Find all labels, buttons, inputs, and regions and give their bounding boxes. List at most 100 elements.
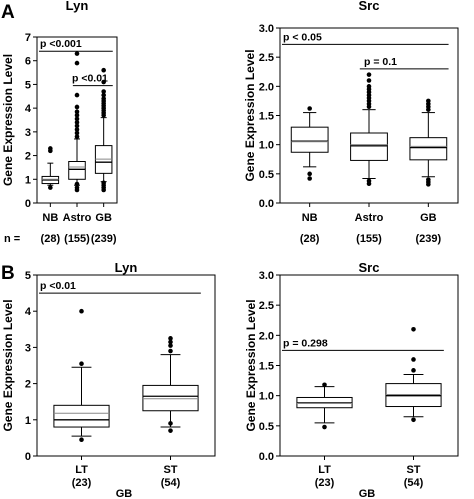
outlier-point [307,176,312,181]
box-LT [53,308,110,443]
outlier-point [168,336,173,341]
y-tick-label: 4 [25,103,32,115]
category-label: LT [75,464,88,476]
outlier-point [101,79,106,85]
y-axis-label: Gene Expression Level [243,49,257,181]
box-NB [41,146,60,190]
sample-count: (155) [356,233,382,245]
plot-frame [279,274,459,457]
category-label: LT [318,464,331,476]
outlier-point [322,424,327,430]
outlier-point [366,78,372,83]
outlier-point [79,437,84,443]
sample-count: (23) [72,477,92,489]
outlier-point [74,185,80,190]
p-value-label: p <0.01 [40,280,76,292]
box-LT [296,382,353,430]
y-tick-label: 0.5 [259,169,274,181]
outlier-point [168,421,173,426]
sample-count: (54) [404,477,424,489]
y-tick-label: 2.0 [259,330,274,342]
outlier-point [74,116,80,122]
box-iqr [409,137,448,161]
box-GB [94,67,113,193]
sample-count: (23) [315,477,335,489]
outlier-point [322,382,327,388]
box-iqr [53,404,110,428]
outlier-point [366,84,372,89]
box-ST [385,327,442,423]
category-label: GB [95,212,112,224]
outlier-point [74,181,80,187]
sample-count: (155) [64,233,90,245]
outlier-point [168,343,173,348]
y-tick-label: 5 [25,270,31,282]
y-tick-label: 0 [25,198,31,210]
chart-title: Lyn [115,260,138,275]
outlier-point [411,357,416,362]
chart-title: Src [359,260,380,275]
box-Astro [68,51,86,193]
plot-frame [36,36,118,204]
y-tick-label: 2 [25,379,31,391]
panel-letter-b: B [1,263,15,284]
sample-count: (239) [415,233,441,245]
y-tick-label: 0.5 [259,421,274,433]
box-NB [290,106,329,181]
box-iqr [68,161,86,180]
outlier-point [426,98,431,104]
box-iqr [142,384,199,412]
p-value-label: p <0.001 [40,38,82,50]
outlier-point [79,361,84,366]
y-tick-label: 2 [25,151,31,163]
box-iqr [290,126,329,153]
category-label: Astro [63,212,92,224]
outlier-point [366,178,372,184]
plot-frame [279,27,459,204]
sample-count: (239) [91,233,117,245]
y-tick-label: 0.0 [259,198,274,210]
outlier-point [411,368,416,373]
p-value-label: p = 0.298 [283,337,328,349]
outlier-point [168,339,173,345]
y-tick-label: 2.0 [259,81,274,93]
plot-frame [36,274,216,457]
p-value-label: p < 0.05 [283,31,322,43]
category-label: Astro [355,212,384,224]
y-tick-label: 1 [25,415,31,427]
group-label: GB [116,488,133,499]
outlier-point [101,96,106,101]
n-prefix: n = [4,233,20,245]
y-axis-label: Gene Expression Level [1,54,15,186]
chart-title: Src [359,0,380,13]
chart-title: Lyn [66,0,89,13]
y-tick-label: 4 [25,306,32,318]
y-axis-label: Gene Expression Level [244,299,258,431]
category-label: GB [420,212,437,224]
y-tick-label: 0.0 [259,451,274,463]
category-label: ST [163,464,177,476]
outlier-point [48,146,53,151]
outlier-point [74,104,80,110]
box-GB [409,98,448,187]
outlier-point [426,177,431,182]
outlier-point [74,112,80,118]
y-tick-label: 1.0 [259,391,274,403]
y-tick-label: 6 [25,56,31,68]
category-label: NB [302,212,318,224]
outlier-point [101,180,106,186]
outlier-point [74,127,80,132]
y-tick-label: 2.5 [259,52,274,64]
panel-letter-a: A [1,2,15,23]
y-tick-label: 7 [25,32,31,44]
outlier-point [74,109,80,114]
group-label: GB [359,488,376,499]
y-tick-label: 5 [25,79,31,91]
y-axis-label: Gene Expression Level [1,299,15,431]
chart-lyn-tissue: Lyn Gene Expression Level 0 1 2 3 4 5 6 7 p <0.001… [1,0,118,245]
outlier-point [79,308,84,314]
y-tick-label: 1 [25,174,31,186]
y-tick-label: 2.5 [259,300,274,312]
